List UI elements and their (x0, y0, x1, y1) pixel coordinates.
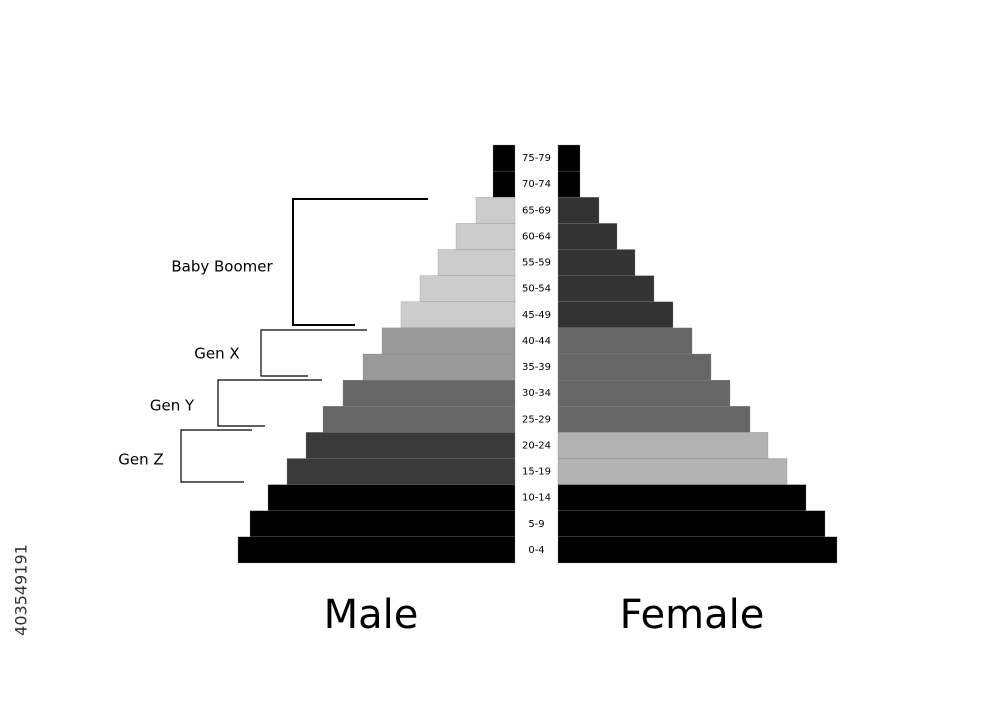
age-label: 50-54 (522, 284, 551, 295)
male-bar (342, 379, 516, 407)
male-bar (237, 536, 516, 564)
female-bar (557, 458, 788, 485)
generation-label: Gen Y (150, 397, 195, 415)
female-bar (557, 275, 655, 302)
male-bar (381, 327, 516, 355)
female-bar (557, 353, 712, 381)
age-label: 25-29 (522, 414, 551, 425)
bracket (260, 329, 367, 377)
male-bar (437, 249, 516, 276)
age-label: 40-44 (522, 336, 551, 347)
age-label: 15-19 (522, 467, 551, 478)
bracket (180, 429, 252, 483)
age-label: 55-59 (522, 258, 551, 269)
generation-label: Baby Boomer (171, 258, 273, 276)
male-bar (286, 458, 516, 485)
bracket (217, 379, 322, 427)
age-label: 30-34 (522, 388, 551, 399)
female-bar (557, 144, 581, 172)
age-label: 70-74 (522, 179, 551, 190)
male-bar (492, 170, 516, 198)
female-bar (557, 249, 636, 276)
age-label: 60-64 (522, 231, 551, 242)
age-label: 20-24 (522, 440, 551, 451)
age-label: 75-79 (522, 153, 551, 164)
male-bar (400, 301, 516, 329)
female-bar (557, 536, 838, 564)
male-bar (267, 484, 516, 511)
age-label: 5-9 (528, 519, 544, 530)
generation-label: Gen Z (118, 451, 163, 469)
age-label: 45-49 (522, 310, 551, 321)
legend-male: Male (324, 592, 419, 638)
male-bar (362, 353, 516, 381)
female-bar (557, 379, 731, 407)
male-bar (249, 510, 516, 538)
age-label: 0-4 (528, 545, 544, 556)
stock-id: 403549191 (12, 544, 31, 636)
female-bar (557, 327, 693, 355)
legend-female: Female (620, 592, 765, 638)
female-bar (557, 484, 807, 511)
age-label: 10-14 (522, 493, 551, 504)
male-bar (492, 144, 516, 172)
male-bar (305, 432, 516, 459)
male-bar (475, 197, 516, 224)
male-bar (455, 223, 516, 250)
age-label: 65-69 (522, 205, 551, 216)
bracket (292, 198, 428, 326)
female-bar (557, 510, 826, 538)
female-bar (557, 170, 581, 198)
female-bar (557, 432, 769, 459)
male-bar (322, 406, 516, 433)
male-bar (419, 275, 516, 302)
female-bar (557, 223, 618, 250)
female-bar (557, 197, 600, 224)
female-bar (557, 406, 751, 433)
female-bar (557, 301, 674, 329)
generation-label: Gen X (194, 345, 239, 363)
age-label: 35-39 (522, 362, 551, 373)
